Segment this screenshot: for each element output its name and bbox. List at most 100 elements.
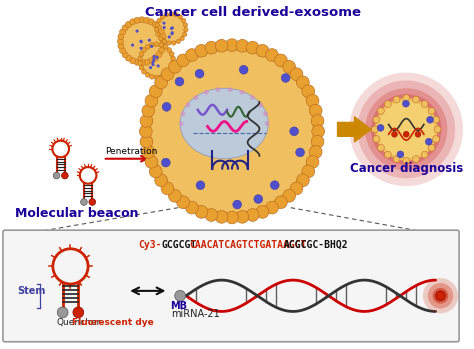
Circle shape <box>428 283 453 309</box>
Circle shape <box>246 209 259 221</box>
Circle shape <box>254 195 263 203</box>
Circle shape <box>175 290 185 301</box>
Text: Cancer cell derived-exosome: Cancer cell derived-exosome <box>145 6 361 19</box>
Circle shape <box>215 210 228 223</box>
Text: Cancer diagnosis: Cancer diagnosis <box>350 162 463 176</box>
Circle shape <box>142 47 146 52</box>
Circle shape <box>159 74 164 79</box>
Circle shape <box>365 88 447 170</box>
Circle shape <box>312 125 325 138</box>
Circle shape <box>149 85 162 98</box>
Circle shape <box>412 156 419 163</box>
Circle shape <box>425 138 432 145</box>
Circle shape <box>403 157 410 164</box>
Circle shape <box>402 100 410 107</box>
Circle shape <box>311 114 324 127</box>
Circle shape <box>185 103 191 107</box>
Circle shape <box>146 73 150 77</box>
Text: Cy3-: Cy3- <box>138 240 162 250</box>
Circle shape <box>302 165 315 178</box>
Circle shape <box>149 165 162 178</box>
Circle shape <box>428 144 435 151</box>
Circle shape <box>153 55 156 58</box>
Circle shape <box>357 80 455 178</box>
Circle shape <box>186 49 198 61</box>
Circle shape <box>136 30 139 33</box>
Circle shape <box>140 44 173 77</box>
Text: Fluorescent dye: Fluorescent dye <box>73 318 154 327</box>
Text: Penetration: Penetration <box>105 147 157 156</box>
Circle shape <box>122 25 128 31</box>
Circle shape <box>169 12 173 16</box>
Text: Molecular beacon: Molecular beacon <box>15 207 138 221</box>
Circle shape <box>81 199 87 205</box>
Circle shape <box>377 107 384 114</box>
Circle shape <box>297 76 309 89</box>
Circle shape <box>139 40 143 43</box>
Circle shape <box>118 38 123 44</box>
Circle shape <box>240 90 245 95</box>
Circle shape <box>236 210 249 223</box>
Circle shape <box>152 63 155 66</box>
Circle shape <box>172 41 176 45</box>
Text: Quencher: Quencher <box>57 318 101 327</box>
Circle shape <box>392 131 397 137</box>
Circle shape <box>148 19 155 25</box>
Circle shape <box>393 96 400 103</box>
Circle shape <box>160 43 166 49</box>
Circle shape <box>297 174 309 187</box>
Circle shape <box>415 131 421 137</box>
Circle shape <box>157 18 161 23</box>
Circle shape <box>139 125 152 138</box>
Circle shape <box>163 45 168 49</box>
Circle shape <box>193 95 199 100</box>
Circle shape <box>156 64 160 67</box>
Circle shape <box>290 127 299 136</box>
Circle shape <box>170 32 173 35</box>
Circle shape <box>236 39 249 52</box>
Circle shape <box>233 200 242 209</box>
Circle shape <box>140 40 143 44</box>
Circle shape <box>152 55 158 61</box>
Circle shape <box>120 20 164 63</box>
Circle shape <box>89 199 96 205</box>
Circle shape <box>265 201 278 214</box>
Circle shape <box>140 114 153 127</box>
Circle shape <box>256 44 269 57</box>
Circle shape <box>171 31 174 34</box>
Circle shape <box>403 131 409 137</box>
Circle shape <box>152 21 158 28</box>
Circle shape <box>138 61 143 66</box>
Circle shape <box>371 94 441 165</box>
Ellipse shape <box>180 88 268 159</box>
Text: CAACATCAGTCTGATAAGCT: CAACATCAGTCTGATAAGCT <box>190 240 307 250</box>
Circle shape <box>155 174 167 187</box>
Circle shape <box>250 95 255 100</box>
Circle shape <box>349 73 463 186</box>
Circle shape <box>309 146 322 158</box>
Text: GCGCGT: GCGCGT <box>162 240 197 250</box>
Circle shape <box>270 181 279 190</box>
Circle shape <box>168 35 171 38</box>
Circle shape <box>139 65 144 70</box>
Circle shape <box>427 116 434 123</box>
Circle shape <box>373 116 380 123</box>
Circle shape <box>171 26 174 29</box>
Circle shape <box>160 15 164 19</box>
Circle shape <box>161 38 166 44</box>
Circle shape <box>144 59 150 65</box>
Circle shape <box>397 151 404 158</box>
Circle shape <box>177 54 190 67</box>
Circle shape <box>169 65 174 70</box>
Circle shape <box>205 41 218 54</box>
Circle shape <box>274 54 287 67</box>
Circle shape <box>377 144 384 151</box>
Circle shape <box>204 90 209 95</box>
Circle shape <box>384 101 391 107</box>
Circle shape <box>423 278 458 313</box>
Circle shape <box>377 125 384 131</box>
Circle shape <box>162 102 171 111</box>
Circle shape <box>163 26 166 29</box>
Circle shape <box>373 136 380 142</box>
Circle shape <box>170 27 173 30</box>
